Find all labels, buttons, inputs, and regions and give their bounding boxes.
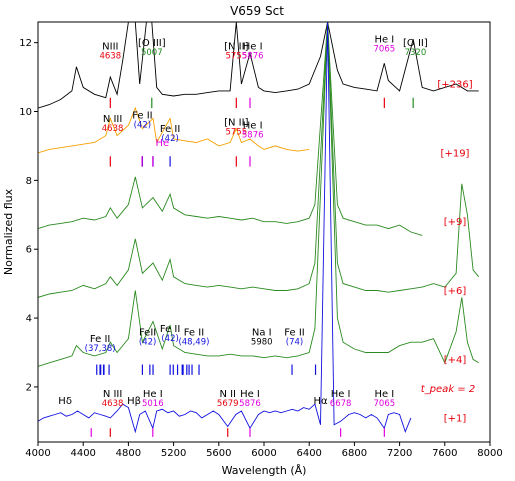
annotation-20: Hβ [127,396,141,407]
annotation-sub-5: 7320 [405,48,427,58]
annotation-sub-4: 7065 [374,45,396,55]
annotation-12: Fe II [90,334,110,345]
annotation-22: N II [219,389,236,400]
series-group [38,22,480,437]
annotation-10: [N II] [224,117,248,128]
annotation-8: Fe II [160,124,180,135]
annotation-3: He I [243,42,263,53]
annotation-sub-22: 5679 [217,399,239,409]
epoch-label-4: [+4] [444,355,467,366]
x-tick-label-3: 5200 [161,448,186,459]
annotation-18: Hδ [58,396,72,407]
annotation-sub-19: 4638 [102,399,124,409]
annotation-17: Fe II [284,327,304,338]
annotation-sub-16: 5980 [251,337,273,347]
y-tick-label-0: 2 [26,382,32,393]
annotation-sub-0: 4638 [99,52,121,62]
x-tick-label-0: 4000 [25,448,50,459]
x-tick-label-8: 7200 [387,448,412,459]
annotation-23: He I [240,389,260,400]
annotation-0: NIII [102,42,118,53]
annotation-sub-7: (42) [134,120,151,130]
x-tick-label-10: 8000 [477,448,502,459]
peak-label: t_peak = 2 [421,384,475,395]
annotation-sub-8: (42) [161,134,178,144]
x-tick-label-4: 5600 [206,448,231,459]
annotation-sub-2: 5755 [225,52,247,62]
annotation-21: He I [143,389,163,400]
annotation-9: He [155,138,169,149]
annotation-14: Fe II [160,324,180,335]
series-line-4 [38,22,479,367]
annotation-24: Hα [313,396,328,407]
x-axis-title: Wavelength (Å) [222,464,307,477]
y-tick-label-1: 4 [26,314,32,325]
annotation-25: He I [331,389,351,400]
y-tick-label-5: 12 [19,38,32,49]
y-tick-label-2: 6 [26,245,32,256]
y-axis-title: Normalized flux [2,188,15,275]
annotation-19: N III [103,389,123,400]
series-line-1 [38,106,310,154]
axes: 4000 4400 4800 5200 5600 6000 6400 6800 7200 7600… [19,38,502,459]
epoch-label-5: [+1] [444,413,467,424]
annotation-1: [O III] [138,38,166,49]
annotation-sub-23: 5876 [239,399,261,409]
y-tick-label-3: 8 [26,176,32,187]
x-tick-label-2: 4800 [116,448,141,459]
x-tick-label-5: 6000 [251,448,276,459]
epoch-label-0: [+236] [437,79,472,90]
x-tick-label-6: 6400 [296,448,321,459]
annotation-15: Fe II [184,327,204,338]
x-tick-label-1: 4400 [70,448,95,459]
annotation-11: He I [243,121,263,132]
annotation-7: Fe II [132,110,152,121]
y-tick-label-4: 10 [19,107,32,118]
series-line-0 [38,22,479,109]
annotation-2: [N II] [224,42,248,53]
annotation-sub-14: (42) [161,334,178,344]
annotation-26: He I [374,389,394,400]
epoch-label-2: [+9] [444,217,467,228]
annotation-sub-6: 4638 [102,124,124,134]
annotation-sub-1: 5007 [141,48,163,58]
x-tick-label-9: 7600 [432,448,457,459]
annotation-sub-25: 6678 [330,399,352,409]
annotation-4: He I [374,35,394,46]
annotation-6: N III [103,114,123,125]
annotation-5: [O II] [403,38,428,49]
series-line-2 [38,22,423,236]
annotation-sub-15: (48,49) [178,337,209,347]
epoch-label-3: [+6] [444,286,467,297]
annotation-sub-21: 5016 [142,399,164,409]
series-line-3 [38,22,480,298]
annotation-sub-12: (37,38) [85,344,116,354]
annotation-sub-26: 7065 [374,399,396,409]
chart-title: V659 Sct [230,4,284,18]
x-tick-label-7: 6800 [342,448,367,459]
annotation-sub-13: (42) [139,337,156,347]
annotation-sub-17: (74) [286,337,303,347]
epoch-label-1: [+19] [441,148,470,159]
annotation-sub-11: 5876 [242,131,264,141]
series-line-5 [38,22,412,434]
annotation-16: Na I [252,327,272,338]
annotation-sub-10: 5755 [225,127,247,137]
annotation-sub-3: 5876 [242,52,264,62]
annotation-13: FeII [139,327,156,338]
